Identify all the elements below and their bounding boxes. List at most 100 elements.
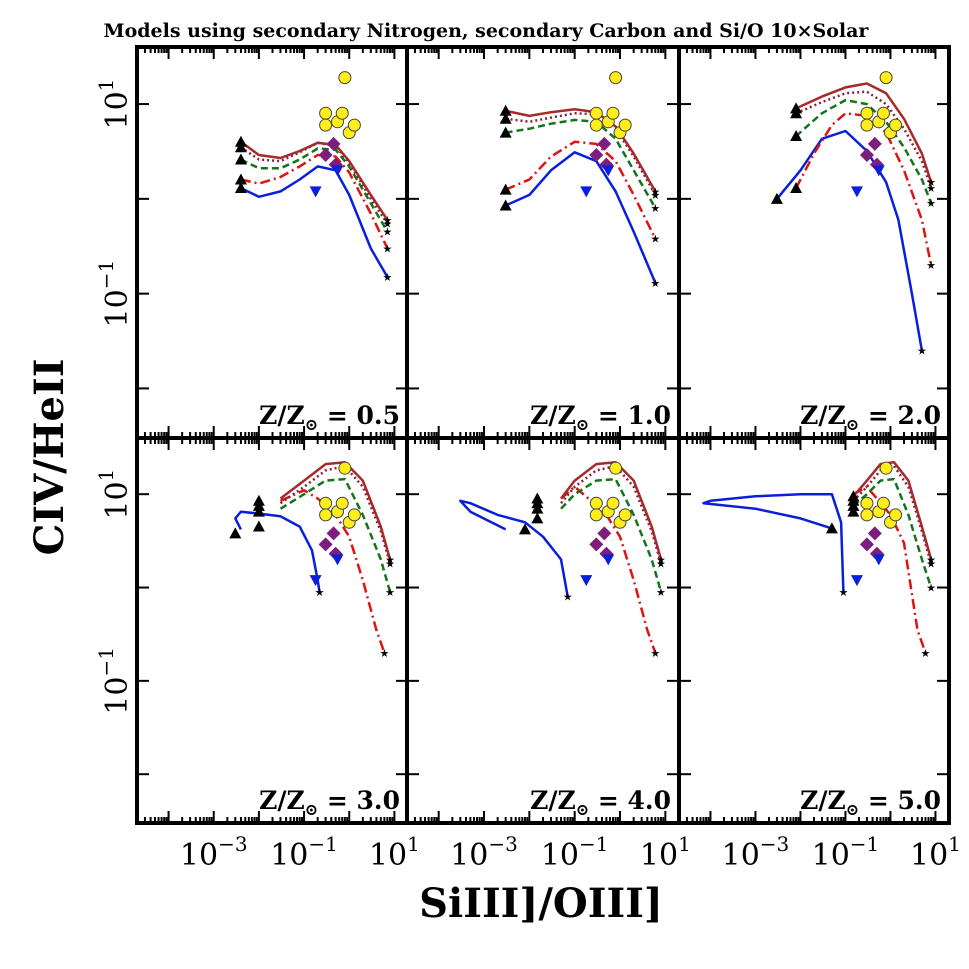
series-blue-solid xyxy=(234,510,321,592)
obs-purple-diamond xyxy=(318,148,333,163)
obs-yellow-circle xyxy=(335,106,349,120)
panel-frame xyxy=(677,436,951,825)
series-purple-dotted xyxy=(795,90,933,189)
end-marker: ★ xyxy=(382,242,392,255)
series-green-dashed xyxy=(240,147,389,233)
end-marker: ★ xyxy=(382,214,392,227)
panel-2: ★★★★★Z/Z⊙ = 1.0 xyxy=(405,45,681,440)
obs-yellow-circle xyxy=(335,496,349,510)
end-marker: ★ xyxy=(926,553,936,566)
obs-yellow-circle xyxy=(338,71,352,85)
series-green-dashed xyxy=(279,477,392,593)
obs-yellow-circle xyxy=(319,106,333,120)
end-marker: ★ xyxy=(650,189,660,202)
start-marker xyxy=(499,199,512,211)
end-marker: ★ xyxy=(926,259,936,272)
obs-blue-triangle xyxy=(331,165,344,177)
obs-purple-diamond xyxy=(859,148,874,163)
obs-purple-diamond xyxy=(867,526,882,541)
y-tick-label: 10−1 xyxy=(94,647,135,715)
series-brown-solid xyxy=(795,82,933,183)
x-axis-title: SiIII]/OIII] xyxy=(419,880,663,927)
start-marker xyxy=(234,153,247,165)
end-marker: ★ xyxy=(315,586,325,599)
end-marker: ★ xyxy=(379,647,389,660)
obs-yellow-circle xyxy=(347,508,361,522)
x-tick-label: 10−3 xyxy=(722,832,790,873)
start-marker xyxy=(499,126,512,138)
obs-yellow-circle xyxy=(589,508,603,522)
series-green-dashed xyxy=(852,477,933,588)
start-marker xyxy=(229,527,242,539)
obs-purple-diamond xyxy=(589,148,604,163)
obs-blue-triangle xyxy=(850,186,863,198)
series-purple-dotted xyxy=(505,112,657,196)
series-red-dashdot xyxy=(279,489,386,654)
end-marker: ★ xyxy=(656,553,666,566)
end-marker: ★ xyxy=(385,586,395,599)
obs-yellow-circle xyxy=(860,106,874,120)
obs-yellow-circle xyxy=(606,496,620,510)
series-red-dashdot xyxy=(852,485,927,654)
x-tick-label: 101 xyxy=(910,832,961,873)
obs-blue-triangle xyxy=(602,165,615,177)
obs-yellow-circle xyxy=(860,496,874,510)
end-marker: ★ xyxy=(382,226,392,239)
panel-3: ★★★★★Z/Z⊙ = 2.0 xyxy=(677,45,951,440)
obs-yellow-circle xyxy=(618,508,632,522)
obs-yellow-circle xyxy=(319,118,333,132)
obs-yellow-circle xyxy=(609,461,623,475)
end-marker: ★ xyxy=(650,277,660,290)
series-blue-solid xyxy=(459,499,569,597)
series-brown-solid xyxy=(240,140,389,221)
start-marker xyxy=(252,520,265,532)
start-marker xyxy=(499,183,512,195)
y-tick-label: 101 xyxy=(94,469,135,520)
chart-title: Models using secondary Nitrogen, seconda… xyxy=(104,20,870,42)
start-marker xyxy=(847,505,860,517)
obs-blue-triangle xyxy=(331,554,344,566)
end-marker: ★ xyxy=(382,271,392,284)
x-tick-label: 10−1 xyxy=(812,832,880,873)
obs-purple-diamond xyxy=(597,526,612,541)
obs-purple-diamond xyxy=(326,526,341,541)
start-marker xyxy=(770,192,783,204)
obs-yellow-circle xyxy=(889,118,903,132)
panel-5: ★★★★★Z/Z⊙ = 4.010−3 10−1 101 xyxy=(405,436,691,873)
end-marker: ★ xyxy=(926,197,936,210)
y-tick-label: 101 xyxy=(94,79,135,130)
obs-yellow-circle xyxy=(589,106,603,120)
y-axis-title: CIV/HeII xyxy=(26,359,73,556)
series-blue-solid xyxy=(702,492,845,592)
obs-blue-triangle xyxy=(872,165,885,177)
obs-yellow-circle xyxy=(876,496,890,510)
panel-frame xyxy=(135,436,410,825)
start-marker xyxy=(790,130,803,142)
obs-purple-diamond xyxy=(597,136,612,151)
metallicity-label: Z/Z⊙ = 3.0 xyxy=(259,786,400,819)
obs-yellow-circle xyxy=(879,71,893,85)
series-red-dashdot xyxy=(560,485,657,654)
panel-6: ★★★★★Z/Z⊙ = 5.010−3 10−1 101 xyxy=(677,436,961,873)
end-marker: ★ xyxy=(650,647,660,660)
metallicity-label: Z/Z⊙ = 5.0 xyxy=(800,786,941,819)
obs-blue-triangle xyxy=(602,554,615,566)
start-marker xyxy=(518,523,531,535)
obs-purple-diamond xyxy=(318,537,333,552)
obs-yellow-circle xyxy=(319,508,333,522)
end-marker: ★ xyxy=(926,182,936,195)
obs-yellow-circle xyxy=(860,118,874,132)
x-tick-label: 10−1 xyxy=(270,832,338,873)
start-marker xyxy=(531,512,544,524)
start-marker xyxy=(252,505,265,517)
x-tick-label: 10−3 xyxy=(450,832,518,873)
series-blue-solid xyxy=(240,165,389,278)
series-purple-dotted xyxy=(560,464,663,565)
end-marker: ★ xyxy=(650,233,660,246)
obs-yellow-circle xyxy=(606,106,620,120)
y-tick-label: 10−1 xyxy=(94,260,135,328)
obs-yellow-circle xyxy=(876,106,890,120)
end-marker: ★ xyxy=(385,553,395,566)
start-marker xyxy=(847,490,860,502)
